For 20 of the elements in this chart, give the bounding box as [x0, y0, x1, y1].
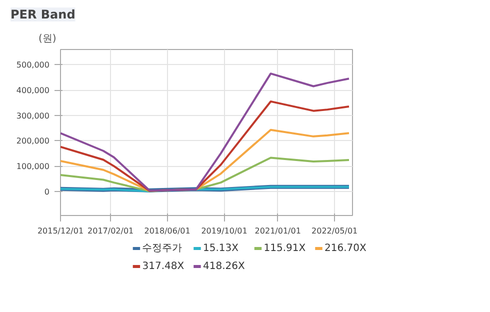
legend-label: 418.26X [203, 261, 245, 272]
chart-title: PER Band [10, 8, 76, 22]
legend-label: 115.91X [264, 243, 306, 254]
y-tick-label: 500,000 [16, 60, 50, 70]
y-tick-label: 400,000 [16, 86, 50, 96]
x-tick-label: 2022/05/01 [312, 226, 358, 236]
x-tick-label: 2019/10/01 [201, 226, 248, 236]
x-tick-label: 2015/12/01 [37, 226, 84, 236]
y-tick-label: 0 [44, 187, 50, 196]
legend-label: 15.13X [203, 243, 239, 254]
y-tick-label: 100,000 [16, 162, 50, 172]
legend-label: 수정주가 [142, 243, 182, 254]
y-tick-label: 200,000 [16, 136, 50, 146]
legend-label: 216.70X [324, 243, 367, 254]
x-tick-label: 2021/01/01 [254, 226, 301, 236]
x-tick-label: 2017/02/01 [88, 226, 134, 236]
x-tick-label: 2018/06/01 [144, 226, 190, 236]
y-axis-title: (원) [38, 34, 56, 44]
legend-label: 317.48X [142, 261, 184, 272]
y-tick-label: 300,000 [16, 111, 50, 120]
